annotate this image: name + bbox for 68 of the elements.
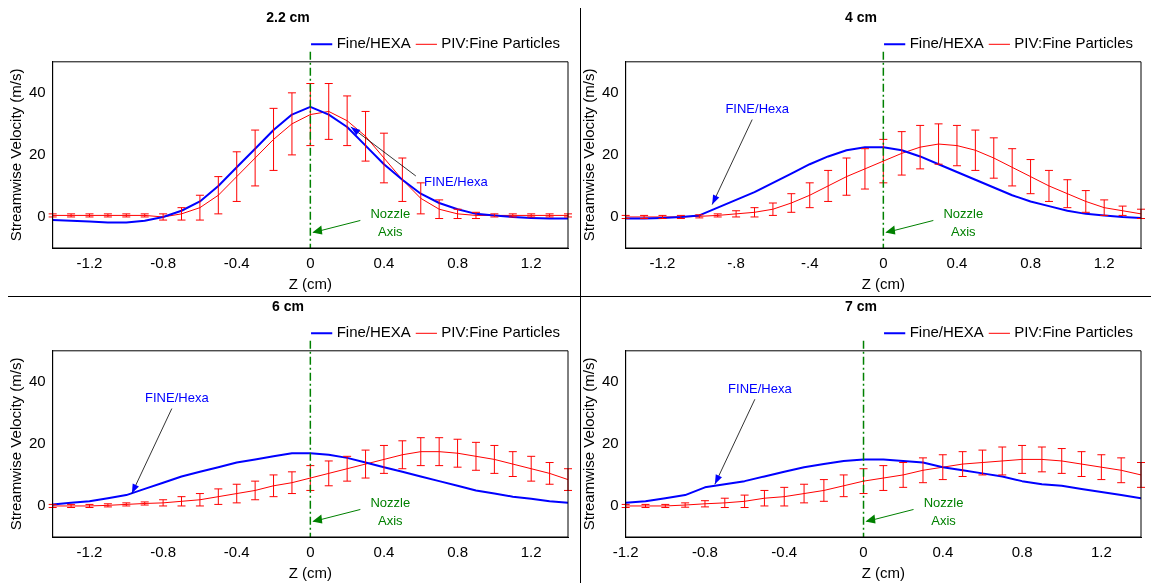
legend-label: Fine/HEXA — [909, 34, 984, 52]
annotation: FINE/Hexa — [145, 390, 210, 406]
legend-label: Fine/HEXA — [336, 323, 411, 341]
x-tick-label: 0 — [306, 543, 315, 561]
x-tick-label: 1.2 — [1093, 254, 1115, 272]
x-tick-label: 0.4 — [373, 254, 395, 272]
y-axis-title: Streamwise Velocity (m/s) — [7, 68, 25, 242]
x-tick-label: -0.4 — [223, 254, 250, 272]
x-tick-label: 0.8 — [1020, 254, 1041, 272]
x-tick-label: 0.4 — [932, 543, 954, 561]
x-tick-label: -0.8 — [150, 254, 177, 272]
y-tick-label: 20 — [602, 145, 619, 163]
annotation: FINE/Hexa — [725, 101, 790, 117]
x-axis-title: Z (cm) — [861, 275, 906, 293]
legend-label: Fine/HEXA — [909, 323, 984, 341]
ref-line-label: Nozzle Axis — [943, 206, 984, 240]
x-tick-label: -0.8 — [692, 543, 718, 561]
legend-label: Fine/HEXA — [336, 34, 411, 52]
chart-title: 6 cm — [272, 298, 304, 315]
y-tick-label: 40 — [602, 82, 619, 100]
x-tick-label: 1.2 — [520, 543, 542, 561]
x-axis-title: Z (cm) — [288, 275, 333, 293]
x-tick-label: 1.2 — [1090, 543, 1112, 561]
x-tick-label: 0.4 — [373, 543, 395, 561]
ref-line-label: Nozzle Axis — [923, 495, 964, 529]
y-tick-label: 0 — [610, 496, 619, 514]
x-tick-label: 1.2 — [520, 254, 542, 272]
x-tick-label: -1.2 — [612, 543, 639, 561]
x-tick-label: 0.8 — [1011, 543, 1033, 561]
legend-label: PIV:Fine Particles — [441, 323, 560, 341]
x-tick-label: -.8 — [727, 254, 745, 272]
y-tick-label: 20 — [29, 145, 46, 163]
x-axis-title: Z (cm) — [288, 564, 333, 582]
legend-label: PIV:Fine Particles — [1014, 34, 1133, 52]
x-tick-label: 0.4 — [946, 254, 968, 272]
x-tick-label: -0.4 — [771, 543, 798, 561]
y-axis-title: Streamwise Velocity (m/s) — [580, 357, 598, 531]
y-tick-label: 0 — [37, 496, 46, 514]
chart-title: 2.2 cm — [266, 9, 310, 26]
annotation: FINE/Hexa — [728, 380, 793, 396]
y-tick-label: 0 — [610, 207, 619, 225]
annotation: FINE/Hexa — [424, 173, 489, 189]
x-tick-label: 0 — [879, 254, 888, 272]
legend-label: PIV:Fine Particles — [1014, 323, 1133, 341]
x-tick-label: -0.8 — [150, 543, 177, 561]
y-tick-label: 40 — [29, 82, 46, 100]
y-tick-label: 40 — [29, 371, 46, 389]
x-tick-label: 0 — [859, 543, 868, 561]
legend-label: PIV:Fine Particles — [441, 34, 560, 52]
x-tick-label: -0.4 — [223, 543, 250, 561]
chart-title: 7 cm — [845, 298, 877, 315]
x-tick-label: 0.8 — [447, 254, 468, 272]
y-tick-label: 40 — [602, 371, 619, 389]
x-tick-label: -.4 — [800, 254, 819, 272]
y-axis-title: Streamwise Velocity (m/s) — [580, 68, 598, 242]
x-axis-title: Z (cm) — [861, 564, 906, 582]
x-tick-label: -1.2 — [76, 254, 103, 272]
y-axis-title: Streamwise Velocity (m/s) — [7, 357, 25, 531]
x-tick-label: 0.8 — [447, 543, 468, 561]
y-tick-label: 20 — [602, 434, 619, 452]
y-tick-label: 0 — [37, 207, 46, 225]
ref-line-label: Nozzle Axis — [370, 206, 411, 240]
x-tick-label: -1.2 — [649, 254, 676, 272]
x-tick-label: 0 — [306, 254, 315, 272]
chart-title: 4 cm — [845, 9, 877, 26]
x-tick-label: -1.2 — [76, 543, 103, 561]
ref-line-label: Nozzle Axis — [370, 495, 411, 529]
y-tick-label: 20 — [29, 434, 46, 452]
